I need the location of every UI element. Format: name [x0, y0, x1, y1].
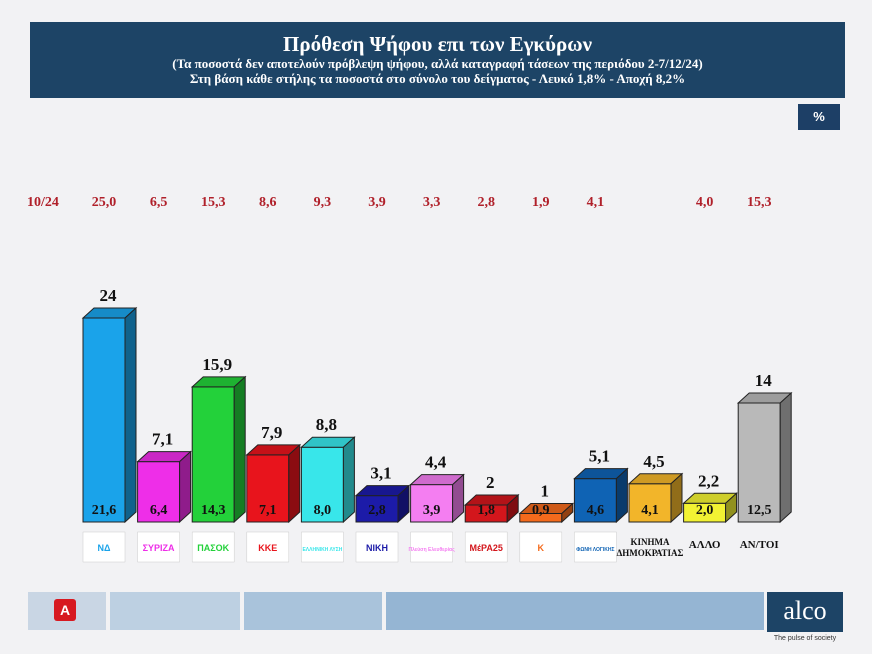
- valid-value-label: 7,9: [261, 423, 282, 442]
- valid-value-label: 4,5: [643, 452, 664, 471]
- total-value-label: 7,1: [259, 503, 277, 518]
- total-value-label: 21,6: [92, 503, 117, 518]
- party-logo: [464, 531, 508, 563]
- alco-tagline: The pulse of society: [773, 635, 837, 642]
- party-logo: [410, 531, 453, 563]
- valid-value-label: 4,4: [425, 453, 447, 472]
- previous-value-label: 2,8: [477, 195, 495, 210]
- party-logo-label: ΦΩΝΗ ΛΟΓΙΚΗΣ: [576, 547, 614, 553]
- total-value-label: 2,0: [696, 503, 714, 518]
- footer-stripe-3: [386, 592, 764, 630]
- bar-side-6: [452, 473, 465, 524]
- bar-9: [573, 478, 617, 523]
- party-logo: [519, 531, 563, 563]
- valid-value-label: 15,9: [202, 355, 232, 374]
- total-value-label: 4,1: [641, 503, 659, 518]
- footer-stripe-1: [110, 592, 240, 630]
- party-logo: [82, 531, 126, 563]
- previous-wave-label: 10/24: [27, 195, 59, 210]
- total-value-label: 4,6: [587, 503, 605, 518]
- party-logo: [574, 531, 617, 563]
- bar-side-2: [233, 375, 246, 524]
- category-label: ΑΛΛΟ: [689, 539, 721, 551]
- previous-value-label: 15,3: [201, 195, 226, 210]
- total-value-label: 2,8: [368, 503, 386, 518]
- bar-side-12: [779, 391, 792, 524]
- valid-value-label: 2,2: [698, 471, 719, 490]
- bar-side-5: [397, 484, 410, 524]
- valid-value-label: 24: [100, 286, 118, 305]
- total-value-label: 14,3: [201, 503, 226, 518]
- previous-value-label: 9,3: [314, 195, 332, 210]
- party-logo-label: ΣΥΡΙΖΑ: [143, 543, 175, 553]
- party-logo-label: ΝΙΚΗ: [366, 543, 388, 553]
- party-logo: [301, 531, 344, 563]
- previous-value-label: 25,0: [92, 195, 117, 210]
- bar-2: [191, 386, 235, 523]
- bar-side-7: [506, 493, 519, 524]
- bar-6: [410, 484, 454, 523]
- chart-subtitle-2: Στη βάση κάθε στήλης τα ποσοστά στο σύνο…: [189, 71, 686, 86]
- bar-side-1: [179, 450, 192, 524]
- party-logo: [137, 531, 180, 563]
- chart-title: Πρόθεση Ψήφου επι των Εγκύρων: [283, 32, 592, 56]
- previous-value-label: 15,3: [747, 195, 772, 210]
- bar-side-10: [670, 472, 683, 524]
- previous-value-label: 4,0: [696, 195, 714, 210]
- chart-subtitle-1: (Τα ποσοστά δεν αποτελούν πρόβλεψη ψήφου…: [172, 56, 703, 71]
- valid-value-label: 5,1: [589, 447, 610, 466]
- total-value-label: 3,9: [423, 503, 441, 518]
- valid-value-label: 14: [755, 371, 773, 390]
- previous-value-label: 3,9: [368, 195, 386, 210]
- party-logo-label: ΝΔ: [98, 543, 111, 553]
- party-logo-label: Πλεύση Ελευθερίας: [409, 547, 456, 553]
- vote-intention-chart: 10/24 24 21,6 25,0 ΝΔ 7,1 6,4 6,5 ΣΥΡΙΖΑ 15,9 14,3…: [27, 195, 793, 563]
- bar-4: [300, 446, 344, 523]
- total-value-label: 8,0: [314, 503, 332, 518]
- party-logo-label: ΚΚΕ: [258, 543, 277, 553]
- previous-value-label: 3,3: [423, 195, 441, 210]
- party-logo-label: Κ: [538, 543, 545, 553]
- total-value-label: 6,4: [150, 503, 168, 518]
- party-logo: [246, 531, 290, 563]
- footer-stripe-2: [244, 592, 382, 630]
- party-logo: [355, 531, 399, 563]
- party-logo-label: ΕΛΛΗΝΙΚΗ ΛΥΣΗ: [302, 547, 342, 553]
- valid-value-label: 3,1: [370, 464, 391, 483]
- chart-header: Πρόθεση Ψήφου επι των Εγκύρων (Τα ποσοστ…: [30, 22, 845, 98]
- total-value-label: 0,9: [532, 503, 550, 518]
- previous-value-label: 6,5: [150, 195, 168, 210]
- bar-side-3: [288, 443, 301, 524]
- party-logo-label: ΜέΡΑ25: [469, 543, 502, 553]
- bar-side-0: [124, 306, 137, 524]
- party-logo: [191, 531, 235, 563]
- valid-value-label: 7,1: [152, 430, 173, 449]
- previous-value-label: 8,6: [259, 195, 277, 210]
- total-value-label: 1,8: [477, 503, 495, 518]
- alpha-channel-logo: Α: [54, 599, 76, 621]
- valid-value-label: 1: [541, 482, 550, 501]
- category-label: ΔΗΜΟΚΡΑΤΙΑΣ: [617, 548, 684, 558]
- category-label: ΚΙΝΗΜΑ: [631, 537, 670, 547]
- valid-value-label: 2: [486, 473, 495, 492]
- valid-value-label: 8,8: [316, 415, 337, 434]
- bar-3: [246, 454, 290, 523]
- footer-logo-block: Α: [28, 592, 106, 630]
- unit-badge: %: [798, 104, 840, 130]
- previous-value-label: 1,9: [532, 195, 550, 210]
- party-logo-label: ΠΑΣΟΚ: [197, 543, 229, 553]
- bar-side-8: [561, 502, 574, 524]
- bar-side-4: [342, 436, 355, 524]
- alco-logo: alco: [767, 592, 843, 632]
- total-value-label: 12,5: [747, 503, 772, 518]
- bar-0: [82, 317, 126, 523]
- bar-side-11: [725, 492, 738, 524]
- category-label: ΑΝ/ΤΟΙ: [740, 539, 779, 551]
- previous-value-label: 4,1: [587, 195, 605, 210]
- bar-side-9: [615, 467, 628, 524]
- footer-bar: Α: [28, 592, 843, 634]
- bar-10: [628, 483, 672, 523]
